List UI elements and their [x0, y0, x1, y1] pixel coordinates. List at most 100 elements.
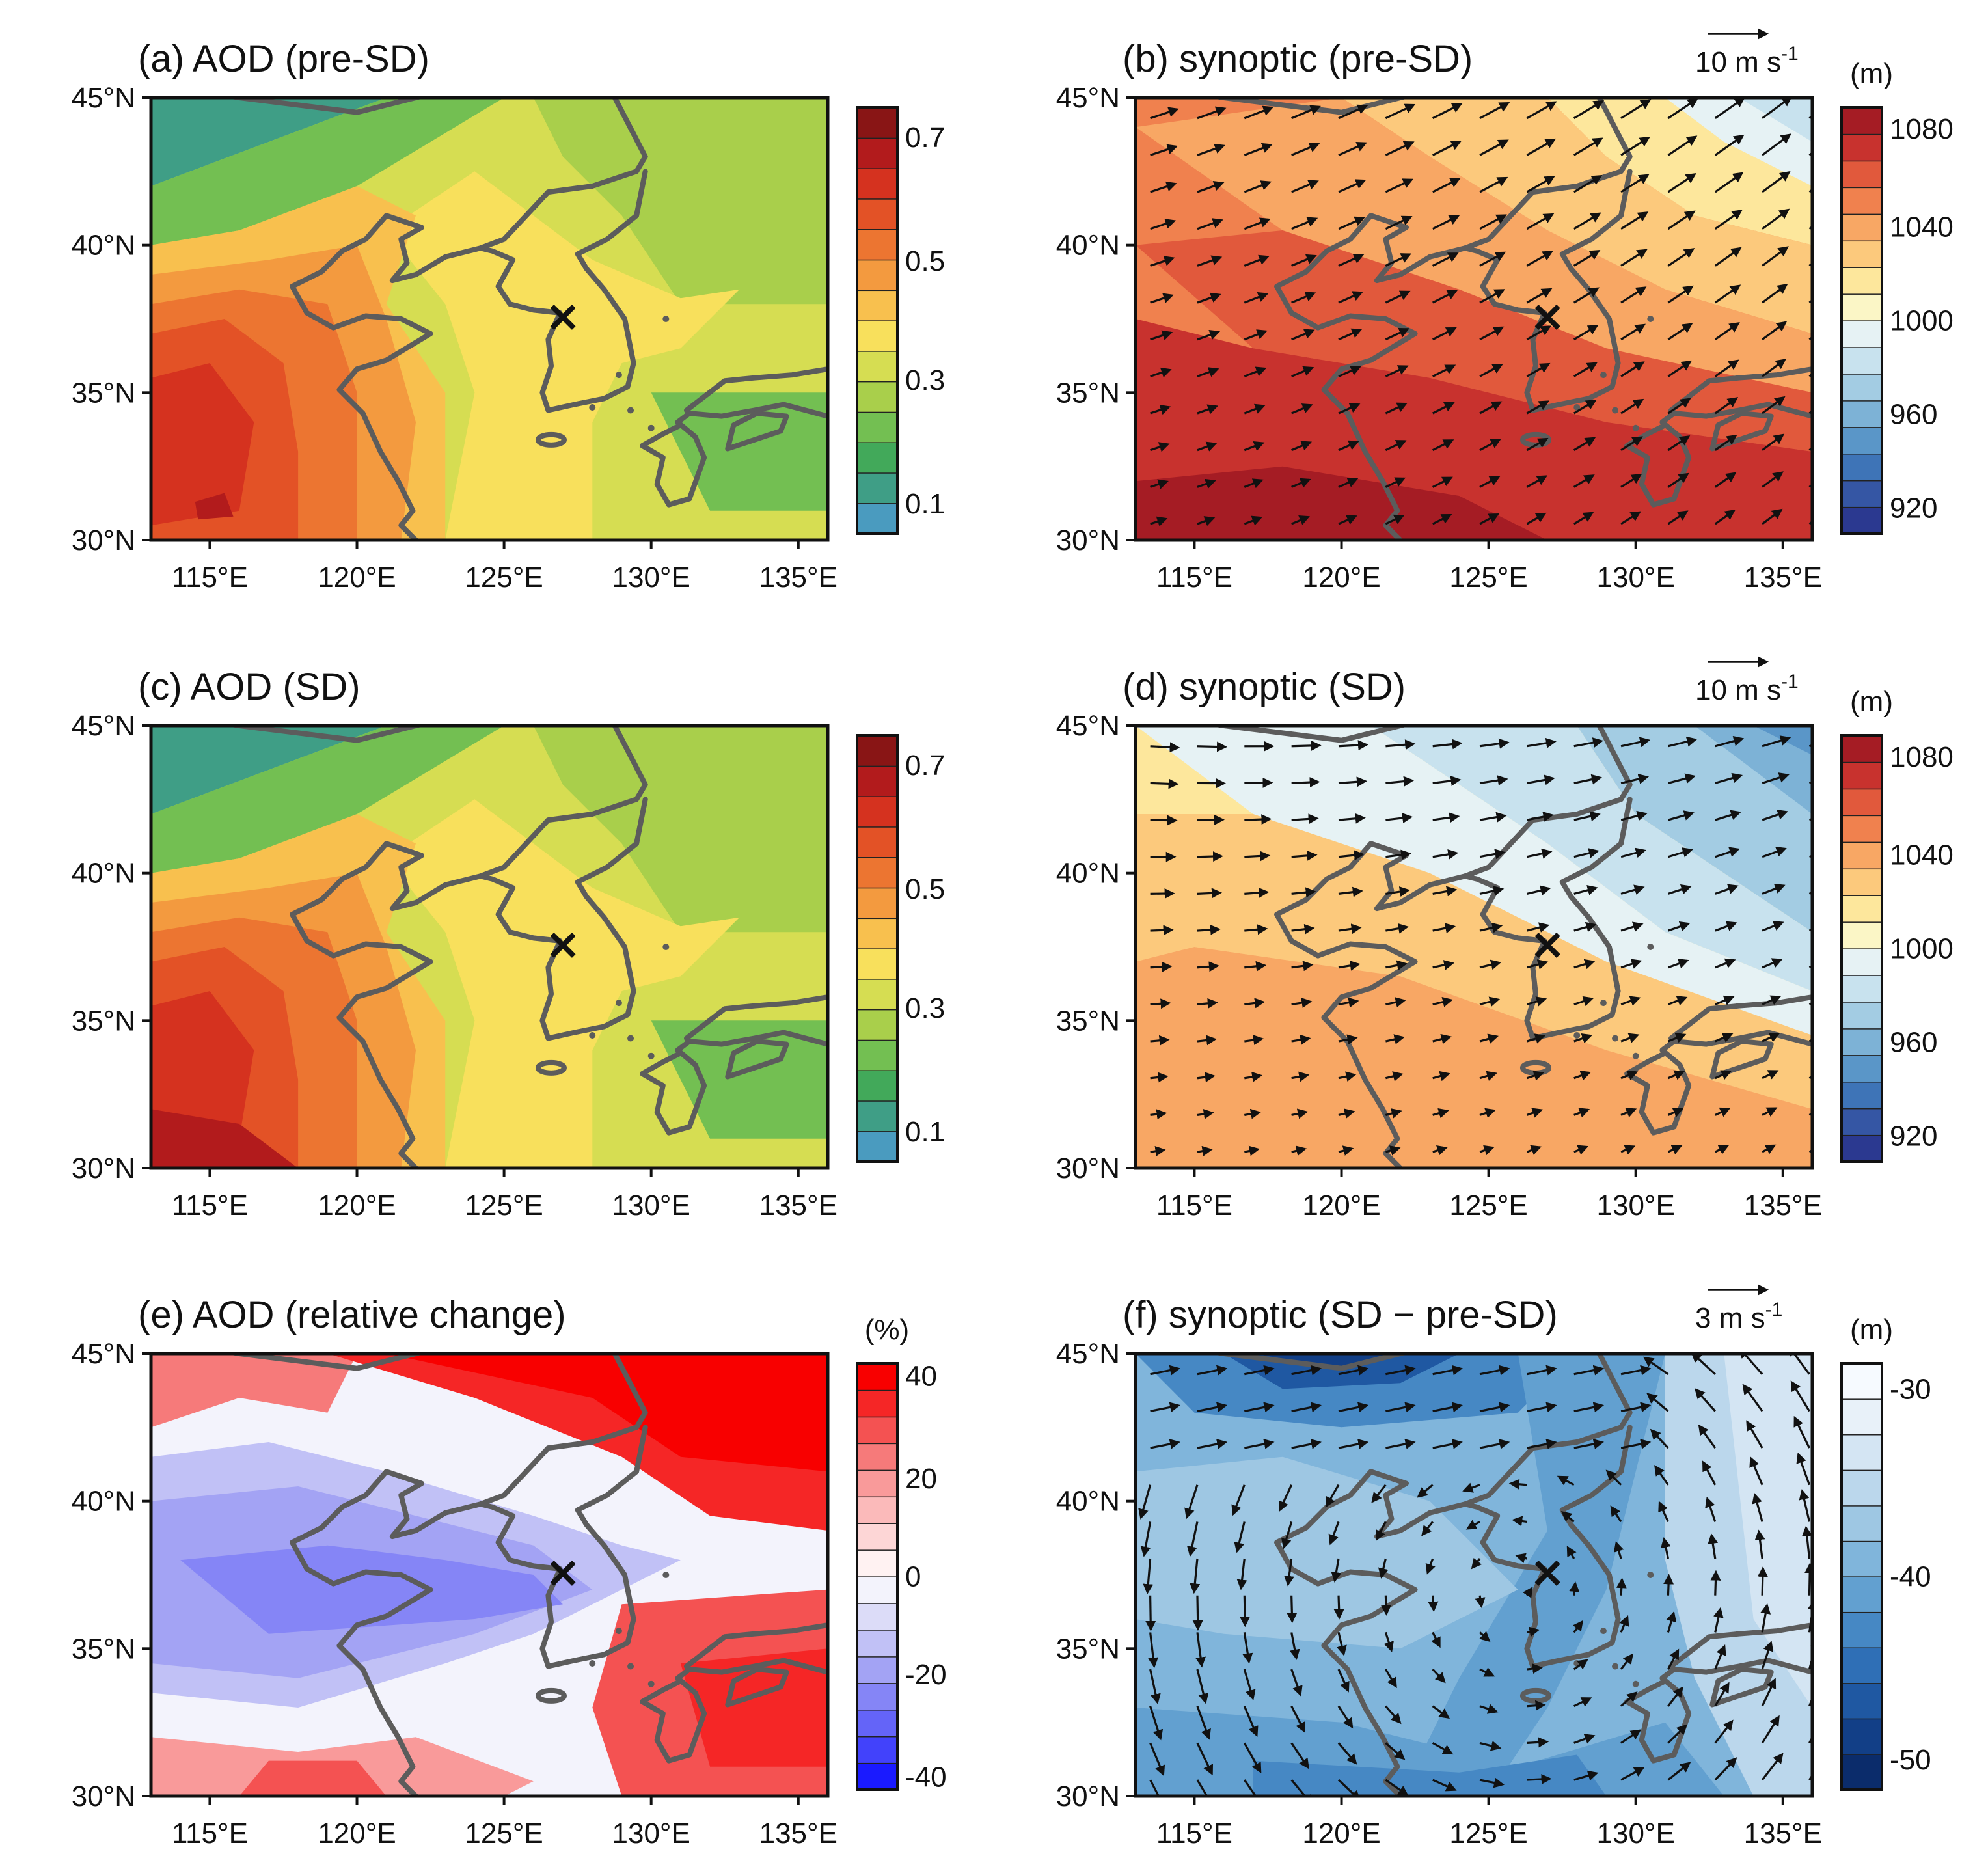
wind-arrow [1526, 101, 1557, 120]
map-area [1136, 98, 1812, 540]
wind-arrow [1658, 1501, 1669, 1523]
colorbar-swatch [856, 1656, 898, 1684]
wind-arrow [1337, 1779, 1361, 1796]
wind-arrow [1197, 143, 1225, 156]
wind-arrow [1432, 252, 1459, 267]
wind-arrow [1620, 1365, 1652, 1376]
lat-tick-label: 40°N [72, 1486, 135, 1518]
lon-tick-label: 125°E [1449, 1190, 1527, 1221]
lon-tick-label: 135°E [759, 1190, 837, 1221]
wind-arrow [1192, 1595, 1203, 1631]
colorbar: 1080 1040 1000 960 920 [1840, 106, 1954, 535]
wind-arrow [1291, 1439, 1322, 1449]
wind-arrow [1573, 1439, 1605, 1449]
wind-arrow [1796, 1452, 1810, 1486]
colorbar-swatch [856, 1522, 898, 1551]
wind-arrow [1150, 1072, 1169, 1083]
wind-arrow [1150, 144, 1178, 156]
wind-arrow [1527, 885, 1551, 896]
wind-arrow [1762, 246, 1789, 267]
wind-arrow [1338, 1145, 1354, 1156]
lat-tick-label: 30°N [72, 525, 135, 556]
wind-arrow [1331, 1558, 1342, 1583]
wind-arrow [1244, 961, 1267, 972]
island [1612, 407, 1619, 414]
field-contour-band [239, 1760, 387, 1796]
wind-arrow [1620, 361, 1645, 377]
wind-arrow [1526, 138, 1557, 156]
wind-arrow [1479, 1033, 1499, 1044]
colorbar-label: -30 [1890, 1373, 1931, 1405]
wind-arrow [1244, 292, 1269, 304]
wind-arrow [1642, 1356, 1669, 1376]
wind-arrow [1479, 326, 1505, 341]
map-frame [149, 1352, 830, 1798]
wind-arrow [1432, 439, 1454, 452]
wind-arrow [1244, 1035, 1264, 1046]
wind-arrow [1479, 289, 1505, 304]
colorbar-label: 0.7 [905, 122, 945, 154]
coastline [684, 1622, 828, 1669]
island [1647, 944, 1654, 950]
wind-arrow [1742, 1384, 1763, 1412]
wind-arrow [1620, 847, 1646, 858]
wind-arrow [1291, 887, 1316, 898]
coastline [725, 1667, 789, 1708]
lat-tick-label: 30°N [1056, 525, 1120, 556]
colorbar-swatch [1841, 1646, 1883, 1684]
wind-arrow [1527, 1365, 1557, 1376]
colorbar-swatch [856, 441, 898, 474]
wind-arrow [1338, 440, 1359, 452]
wind-arrow [1432, 996, 1453, 1007]
panel-title: (b) synoptic (pre-SD) [1123, 38, 1473, 80]
wind-arrow [1244, 998, 1266, 1009]
wind-arrow [1291, 1365, 1322, 1376]
wind-arrow [1338, 291, 1363, 304]
wind-arrow [1573, 512, 1594, 525]
wind-arrow [1667, 135, 1698, 156]
island [1647, 1572, 1654, 1578]
wind-arrow [1338, 141, 1368, 156]
wind-arrow [1573, 1071, 1592, 1081]
wind-arrow [1244, 777, 1273, 788]
lon-tick-label: 115°E [172, 1190, 248, 1221]
colorbar-swatch [856, 765, 898, 797]
colorbar-swatch [1841, 1469, 1883, 1507]
wind-arrow [1620, 1033, 1640, 1043]
wind-arrow [1385, 813, 1413, 823]
colorbar: 0.7 0.5 0.3 0.1 [856, 106, 945, 535]
wind-arrow [1526, 251, 1553, 267]
colorbar-swatch [1841, 948, 1883, 976]
wind-arrow [1762, 471, 1784, 488]
wind-arrow [1479, 886, 1505, 896]
lat-tick-label: 45°N [72, 82, 135, 114]
wind-arrow [1526, 922, 1550, 933]
wind-arrow [1150, 330, 1173, 341]
wind-arrow [1762, 359, 1786, 377]
wind-arrow [1385, 1365, 1416, 1376]
wind-arrow [1527, 1700, 1546, 1711]
site-marker-icon: ✕ [1531, 1552, 1564, 1597]
wind-arrow [1667, 1762, 1691, 1781]
lat-tick-label: 35°N [1056, 377, 1120, 409]
colorbar-swatch [1841, 1576, 1883, 1613]
colorbar-swatch [856, 1009, 898, 1041]
wind-arrow [1291, 1108, 1309, 1119]
wind-arrow [1244, 366, 1267, 377]
wind-arrow [1244, 217, 1271, 230]
field-contour-band [151, 1354, 357, 1428]
lon-tick-label: 115°E [1156, 1190, 1232, 1221]
wind-arrow [1605, 1469, 1622, 1486]
wind-arrow [1187, 1521, 1199, 1557]
wind-arrow [1620, 1729, 1642, 1744]
island [589, 1032, 596, 1039]
wind-arrow [1150, 293, 1174, 304]
wind-arrow [1762, 958, 1783, 969]
wind-arrow [1526, 362, 1551, 377]
wind-arrow [1714, 510, 1736, 525]
wind-arrow [1667, 472, 1689, 488]
wind-arrow [1762, 810, 1788, 821]
wind-arrow [1799, 1489, 1811, 1522]
wind-arrow [1385, 739, 1416, 750]
wind-arrow [1385, 440, 1407, 452]
